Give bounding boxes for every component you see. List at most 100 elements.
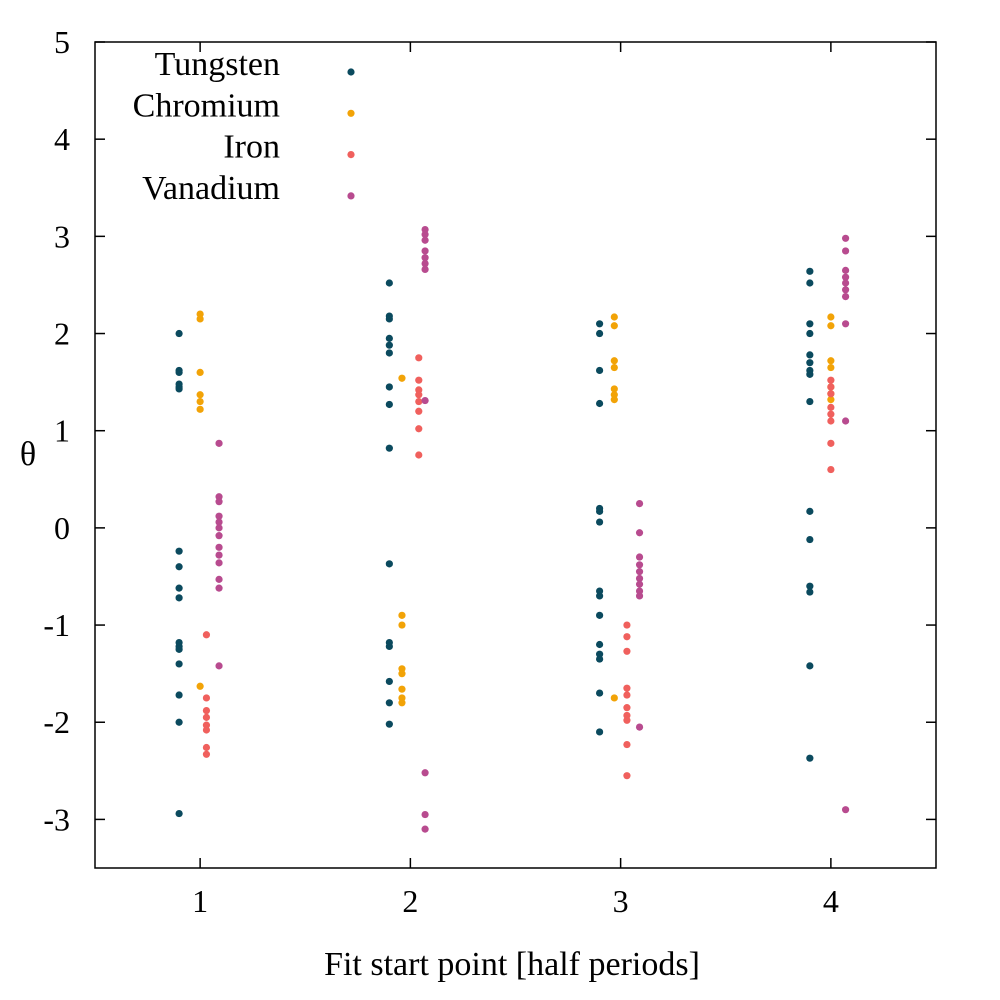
data-point xyxy=(806,359,814,367)
legend-label: Vanadium xyxy=(142,170,280,207)
data-point xyxy=(175,660,183,668)
data-point xyxy=(841,234,850,242)
data-point xyxy=(827,357,835,365)
data-point xyxy=(610,396,618,404)
data-point xyxy=(175,809,183,818)
data-point xyxy=(215,551,223,559)
data-point xyxy=(196,368,204,376)
data-point xyxy=(421,236,429,244)
data-point xyxy=(175,563,183,571)
data-point xyxy=(623,684,631,692)
data-point xyxy=(175,645,183,653)
x-tick-label: 3 xyxy=(613,883,629,919)
data-point xyxy=(827,417,835,425)
y-tick-label: -1 xyxy=(43,607,70,643)
data-point xyxy=(841,286,850,294)
data-point xyxy=(215,439,223,447)
data-point xyxy=(202,706,211,715)
x-tick-label: 1 xyxy=(192,883,208,919)
data-point xyxy=(623,647,631,655)
legend-marker xyxy=(347,192,355,200)
data-point xyxy=(215,512,223,520)
data-point xyxy=(421,769,429,777)
data-point xyxy=(415,354,423,362)
ticks-layer: -3 -2 -1 0 1 2 3 4 5 1 2 3 4 xyxy=(43,24,936,919)
data-point xyxy=(202,631,211,639)
data-point xyxy=(215,532,223,540)
data-point xyxy=(196,397,204,406)
data-point xyxy=(421,259,429,268)
x-tick-label: 2 xyxy=(402,883,418,919)
data-point xyxy=(596,320,604,328)
y-tick-label: 5 xyxy=(54,24,70,60)
data-point xyxy=(806,329,814,338)
data-point xyxy=(385,677,393,686)
data-point xyxy=(421,254,429,262)
data-point xyxy=(827,396,835,404)
data-point xyxy=(385,400,393,409)
data-point xyxy=(202,726,211,734)
data-point xyxy=(610,357,618,365)
data-point xyxy=(596,518,604,526)
data-point xyxy=(385,315,393,323)
data-point xyxy=(827,322,835,330)
data-point xyxy=(806,588,814,596)
data-point xyxy=(596,728,604,736)
x-tick-label: 4 xyxy=(823,883,839,919)
data-point xyxy=(610,385,618,393)
x-axis-title: Fit start point [half periods] xyxy=(324,946,700,983)
data-point xyxy=(398,621,406,629)
data-point xyxy=(827,390,835,398)
y-axis-title: θ xyxy=(20,436,36,473)
data-point xyxy=(215,524,223,532)
data-point xyxy=(596,640,604,649)
data-point xyxy=(421,396,429,405)
data-point xyxy=(596,655,604,663)
data-point xyxy=(623,740,631,749)
data-point xyxy=(806,267,814,275)
data-point xyxy=(623,691,631,699)
data-point xyxy=(827,403,835,411)
legend: Tungsten Chromium Iron Vanadium xyxy=(133,46,355,207)
data-point xyxy=(806,397,814,406)
data-point xyxy=(806,370,814,378)
data-point xyxy=(635,580,644,588)
data-point xyxy=(806,320,814,328)
data-point xyxy=(841,417,850,425)
data-point xyxy=(385,720,393,728)
data-point xyxy=(202,694,211,702)
data-point xyxy=(415,376,423,384)
data-point xyxy=(596,329,604,338)
data-point xyxy=(841,806,850,814)
data-point xyxy=(635,723,644,731)
data-point xyxy=(610,694,618,702)
data-point xyxy=(421,825,429,833)
data-point xyxy=(202,750,211,758)
data-point xyxy=(398,699,406,707)
y-tick-label: 0 xyxy=(54,510,70,546)
legend-label: Chromium xyxy=(133,87,280,124)
data-point xyxy=(827,439,835,447)
data-point xyxy=(827,313,835,321)
data-point xyxy=(610,322,618,330)
data-point xyxy=(635,499,644,508)
data-point xyxy=(175,329,183,338)
data-point xyxy=(175,385,183,393)
data-point xyxy=(596,366,604,375)
data-point xyxy=(398,611,406,619)
y-tick-label: -3 xyxy=(43,801,70,837)
data-point xyxy=(421,247,429,255)
data-point xyxy=(635,592,644,600)
data-point xyxy=(596,592,604,600)
data-point xyxy=(635,561,644,569)
series-tungsten xyxy=(175,267,814,818)
data-point xyxy=(841,273,850,281)
data-point xyxy=(215,584,223,592)
data-point xyxy=(841,293,850,301)
data-point xyxy=(385,349,393,357)
data-point xyxy=(385,560,393,568)
data-point xyxy=(610,313,618,321)
data-point xyxy=(175,691,183,699)
data-point xyxy=(421,230,429,239)
